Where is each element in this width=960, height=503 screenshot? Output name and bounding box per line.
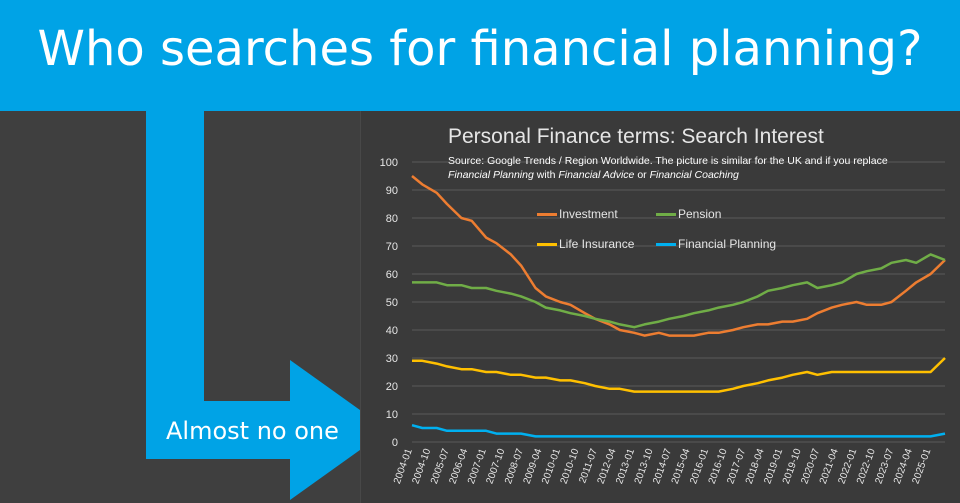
legend-label-investment: Investment — [559, 207, 618, 221]
legend-label-financial-planning: Financial Planning — [678, 237, 777, 251]
y-tick-label: 0 — [392, 437, 398, 449]
grid-lines — [412, 161, 945, 443]
series-line-investment — [411, 175, 946, 337]
legend-swatch-life-insurance — [537, 243, 557, 246]
series-line-financial-planning — [411, 423, 946, 438]
series-line-pension — [412, 253, 946, 329]
chart-source-note: Source: Google Trends / Region Worldwide… — [448, 154, 928, 182]
source-term-financial-planning: Financial Planning — [448, 169, 534, 181]
y-tick-label: 100 — [380, 157, 398, 169]
y-tick-label: 50 — [386, 297, 398, 309]
chart-title: Personal Finance terms: Search Interest — [448, 125, 824, 148]
source-text-2: with — [533, 169, 559, 181]
series-lines — [411, 175, 946, 438]
legend-label-pension: Pension — [678, 207, 722, 221]
title-banner — [0, 0, 960, 111]
callout-text: Almost no one — [166, 417, 339, 445]
legend-swatch-financial-planning — [656, 243, 676, 246]
source-term-financial-coaching: Financial Coaching — [649, 169, 739, 181]
chart-plot: 0 10 20 30 40 50 60 70 80 90 100 2004-012004-10200… — [360, 111, 946, 503]
callout-arrow-shape — [146, 111, 388, 500]
chart-panel: 0 10 20 30 40 50 60 70 80 90 100 2004-01 2004-10 200… — [360, 111, 960, 503]
y-tick-label: 10 — [386, 409, 398, 421]
source-text-1: Source: Google Trends / Region Worldwide… — [448, 155, 888, 167]
y-tick-label: 80 — [386, 213, 398, 225]
series-line-life-insurance — [412, 357, 946, 393]
y-tick-label: 70 — [386, 241, 398, 253]
y-tick-label: 20 — [386, 381, 398, 393]
y-tick-label: 60 — [386, 269, 398, 281]
y-tick-label: 30 — [386, 353, 398, 365]
legend-swatch-investment — [537, 213, 557, 216]
callout-arrow — [146, 111, 388, 500]
y-tick-label: 40 — [386, 325, 398, 337]
slide-headline: Who searches for financial planning? — [37, 21, 923, 77]
legend-label-life-insurance: Life Insurance — [559, 237, 635, 251]
source-term-financial-advice: Financial Advice — [558, 169, 635, 181]
y-axis-ticks: 0 10 20 30 40 50 60 70 80 90 100 — [380, 157, 398, 449]
y-tick-label: 90 — [386, 185, 398, 197]
x-axis-ticks: 2004-012004-102005-072006-042007-012007-… — [392, 447, 934, 486]
legend-swatch-pension — [656, 213, 676, 216]
source-text-3: or — [634, 169, 650, 181]
